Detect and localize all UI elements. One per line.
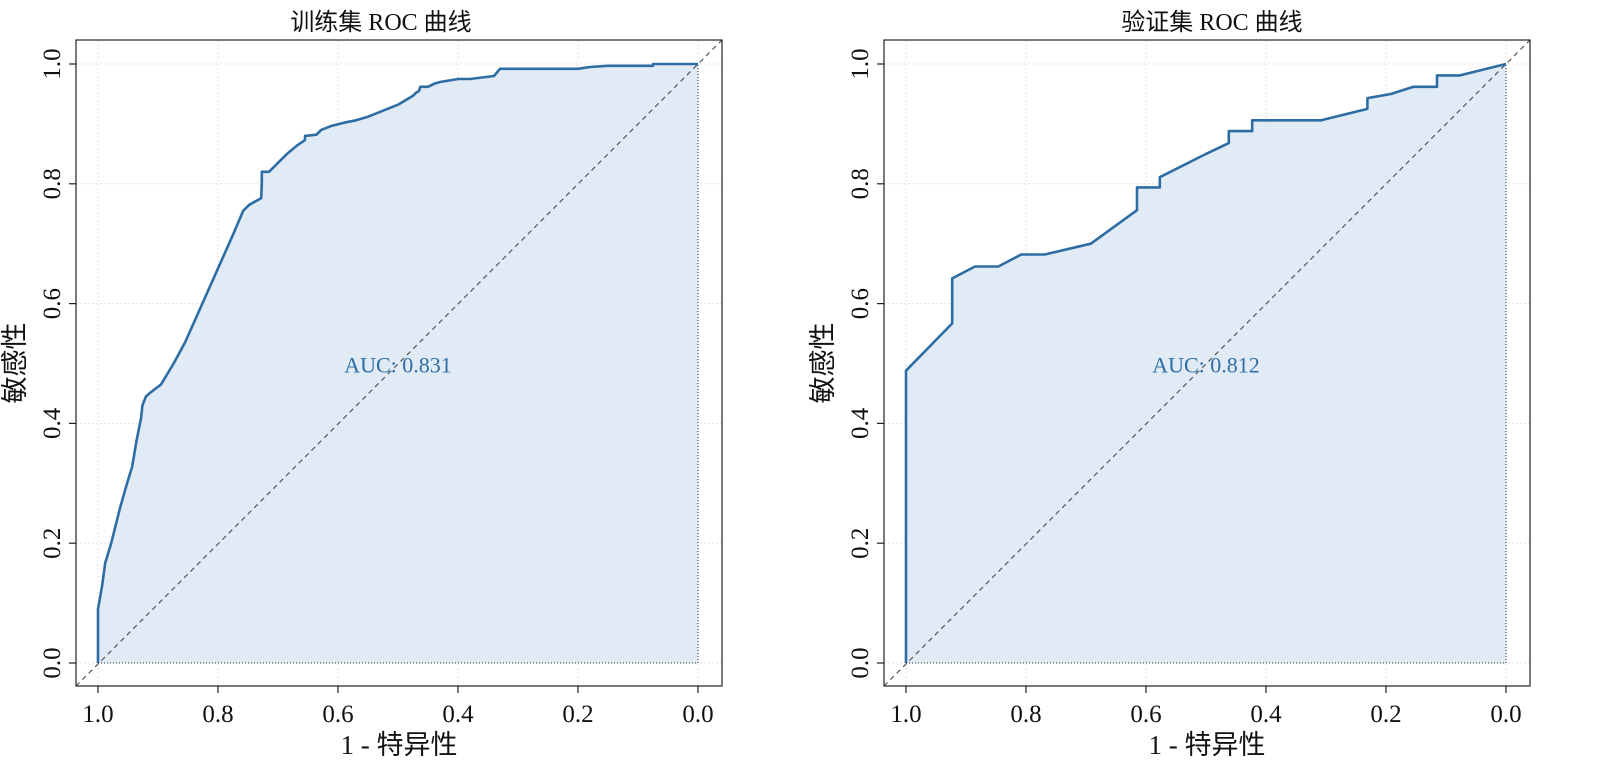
- x-tick-label: 1.0: [82, 701, 113, 728]
- auc-annotation: AUC: 0.812: [1152, 352, 1260, 377]
- chart-title: 验证集 ROC 曲线: [1121, 9, 1302, 36]
- y-tick-label: 0.4: [847, 407, 874, 439]
- x-tick-label: 0.0: [1490, 701, 1521, 728]
- auc-annotation: AUC: 0.831: [344, 352, 452, 377]
- roc-curve: [96, 62, 698, 663]
- y-tick-label: 0.8: [39, 168, 66, 199]
- fill-outline: [906, 64, 1507, 664]
- y-tick-label: 0.8: [847, 168, 874, 199]
- plot-frame: [75, 39, 723, 687]
- roc-panel-2: 验证集 ROC 曲线 1.0 0.8 0.6 0.4 0.2 0.0 0.0 0.2 0.4 0.6…: [808, 9, 1531, 760]
- y-axis-label: 敏感性: [0, 323, 30, 404]
- y-tick-label: 0.0: [39, 647, 66, 678]
- x-tick-label: 0.8: [1010, 701, 1041, 728]
- x-tick-label: 0.6: [322, 701, 353, 728]
- chart-title: 训练集 ROC 曲线: [290, 9, 471, 36]
- y-tick-label: 0.4: [39, 407, 66, 439]
- plot-frame: [883, 39, 1531, 687]
- roc-curve: [904, 62, 1507, 663]
- roc-panel-1: 训练集 ROC 曲线 1.0 0.8 0.6 0.4 0.2 0.0 0.0 0.2 0.4 0.6…: [0, 9, 723, 760]
- fill-outline: [98, 64, 699, 664]
- x-tick-label: 0.0: [682, 701, 713, 728]
- y-axis-label: 敏感性: [808, 323, 838, 404]
- x-tick-label: 0.2: [562, 701, 593, 728]
- y-tick-label: 0.0: [847, 647, 874, 678]
- y-tick-label: 0.2: [39, 528, 66, 559]
- y-tick-label: 0.6: [39, 288, 66, 319]
- x-tick-label: 0.4: [442, 701, 474, 728]
- y-tick-label: 1.0: [847, 48, 874, 79]
- x-tick-label: 0.2: [1370, 701, 1401, 728]
- y-tick-label: 1.0: [39, 48, 66, 79]
- x-tick-label: 0.6: [1130, 701, 1161, 728]
- x-tick-label: 1.0: [890, 701, 921, 728]
- x-tick-label: 0.8: [202, 701, 233, 728]
- y-tick-label: 0.2: [847, 528, 874, 559]
- x-axis-label: 1 - 特异性: [341, 730, 458, 760]
- x-axis-label: 1 - 特异性: [1149, 730, 1266, 760]
- x-tick-label: 0.4: [1250, 701, 1282, 728]
- y-tick-label: 0.6: [847, 288, 874, 319]
